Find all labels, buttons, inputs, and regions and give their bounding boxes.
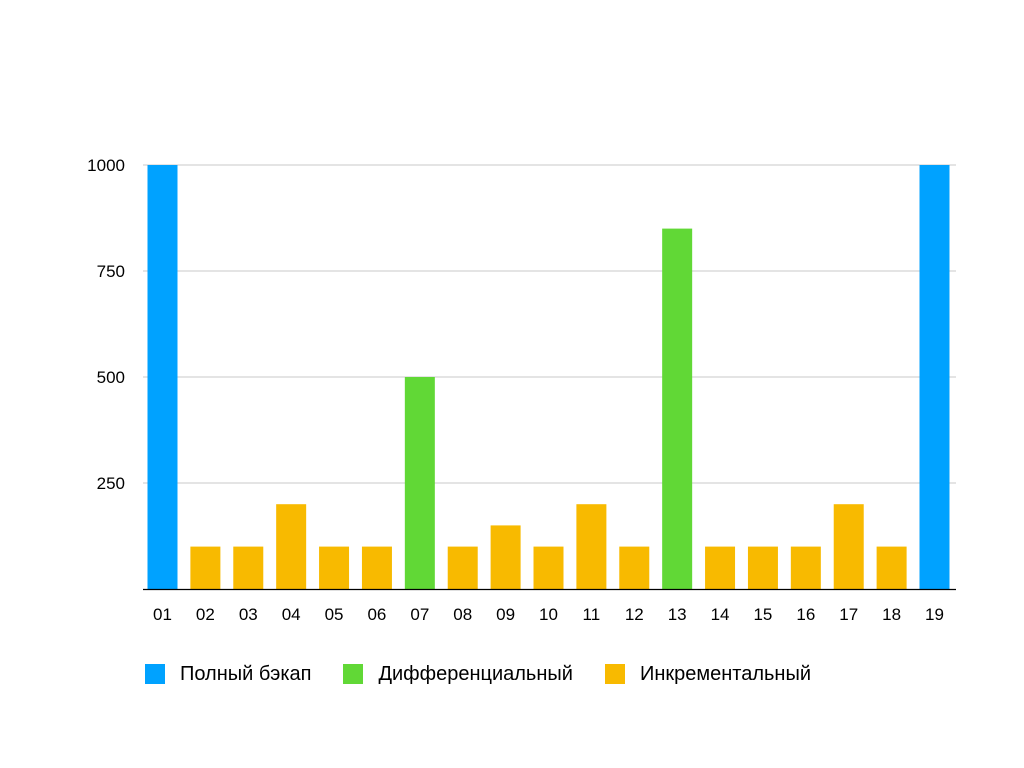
- y-tick-labels: 250 500 750 1000: [87, 156, 125, 493]
- x-tick-label: 18: [882, 605, 901, 624]
- x-tick-label: 19: [925, 605, 944, 624]
- y-tick-label: 750: [97, 262, 125, 281]
- bar-17: [833, 504, 864, 589]
- bar-01: [147, 165, 178, 589]
- gridlines: [143, 164, 956, 484]
- x-tick-label: 13: [668, 605, 687, 624]
- bar-15: [747, 546, 778, 589]
- bars: [147, 165, 950, 589]
- bar-02: [190, 546, 221, 589]
- x-tick-label: 10: [539, 605, 558, 624]
- x-tick-label: 02: [196, 605, 215, 624]
- bar-03: [233, 546, 264, 589]
- x-tick-label: 08: [453, 605, 472, 624]
- x-tick-label: 12: [625, 605, 644, 624]
- legend-swatch-incr: [604, 664, 625, 684]
- x-tick-label: 15: [753, 605, 772, 624]
- bar-13: [662, 228, 693, 589]
- bar-19: [919, 165, 950, 589]
- x-tick-labels: 01 02 03 04 05 06 07 08 09 10 11 12 13 14 15 16 17 18 19: [153, 605, 944, 624]
- legend-item-diff: Дифференциальный: [343, 662, 573, 686]
- bar-12: [619, 546, 650, 589]
- x-tick-label: 09: [496, 605, 515, 624]
- legend-swatch-full: [145, 664, 165, 684]
- y-tick-label: 500: [97, 368, 125, 387]
- legend-item-incr: Инкрементальный: [604, 662, 812, 686]
- legend-item-full: Полный бэкап: [145, 662, 311, 686]
- bar-18: [876, 546, 907, 589]
- x-tick-label: 03: [239, 605, 258, 624]
- bar-11: [576, 504, 607, 589]
- bar-14: [705, 546, 736, 589]
- bar-10: [533, 546, 564, 589]
- bar-16: [790, 546, 821, 589]
- bar-06: [361, 546, 392, 589]
- legend-label-full: Полный бэкап: [180, 663, 312, 685]
- bar-05: [319, 546, 350, 589]
- x-tick-label: 06: [367, 605, 386, 624]
- x-tick-label: 01: [153, 605, 172, 624]
- bar-09: [490, 525, 521, 589]
- x-tick-label: 11: [583, 605, 601, 624]
- x-tick-label: 07: [410, 605, 429, 624]
- x-tick-label: 04: [282, 605, 301, 624]
- bar-08: [447, 546, 478, 589]
- y-tick-label: 250: [97, 474, 125, 493]
- bar-04: [276, 504, 307, 589]
- bar-07: [404, 377, 435, 589]
- x-tick-label: 17: [839, 605, 858, 624]
- y-tick-label: 1000: [87, 156, 125, 175]
- legend-label-diff: Дифференциальный: [378, 663, 573, 685]
- x-tick-label: 16: [796, 605, 815, 624]
- legend: Полный бэкап Дифференциальный Инкремента…: [145, 662, 843, 686]
- x-tick-label: 14: [711, 605, 730, 624]
- legend-label-incr: Инкрементальный: [639, 663, 812, 685]
- x-tick-label: 05: [325, 605, 344, 624]
- legend-swatch-diff: [343, 664, 364, 684]
